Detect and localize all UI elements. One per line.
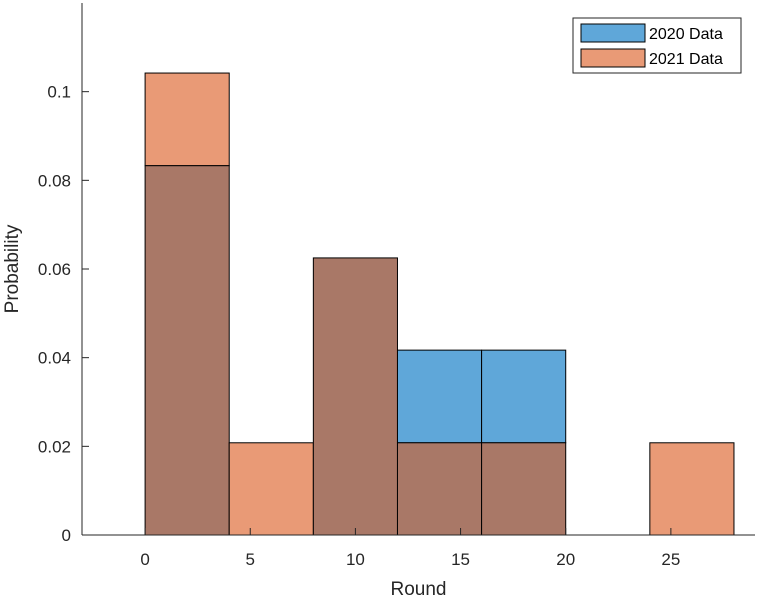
y-tick-label: 0 (62, 526, 71, 545)
x-tick-label: 15 (451, 550, 470, 569)
x-tick-label: 5 (246, 550, 255, 569)
bar-2021-bin-1 (228, 442, 314, 536)
legend-label-2021: 2021 Data (649, 51, 723, 68)
bar-2021-bin-6 (649, 442, 735, 536)
x-tick-label: 10 (346, 550, 365, 569)
legend-label-2020: 2020 Data (649, 26, 723, 43)
x-tick-label: 25 (661, 550, 680, 569)
legend: 2020 Data 2021 Data (572, 17, 742, 74)
bar-overlap-bin-4 (481, 442, 567, 536)
bar-2020-bin-4 (481, 349, 567, 444)
x-ticks: 0 5 10 15 20 25 (140, 528, 680, 569)
y-tick-label: 0.1 (47, 83, 71, 102)
bar-overlap-bin-2 (312, 257, 398, 536)
bar-overlap-bin-3 (396, 442, 483, 536)
x-tick-label: 0 (140, 550, 149, 569)
x-axis-title: Round (391, 579, 447, 600)
y-tick-label: 0.08 (38, 171, 71, 190)
bar-2021-bin-0 (144, 72, 230, 167)
y-tick-label: 0.04 (38, 349, 71, 368)
y-axis-title: Probability (2, 224, 23, 313)
bar-overlap-bin-0 (144, 165, 230, 536)
y-tick-label: 0.06 (38, 260, 71, 279)
legend-swatch-2020 (580, 23, 646, 43)
bars-layer (144, 72, 735, 536)
bar-2020-bin-3 (396, 349, 483, 444)
y-tick-label: 0.02 (38, 437, 71, 456)
y-ticks: 0 0.02 0.04 0.06 0.08 0.1 (38, 83, 89, 545)
x-tick-label: 20 (556, 550, 575, 569)
legend-swatch-2021 (580, 48, 646, 68)
